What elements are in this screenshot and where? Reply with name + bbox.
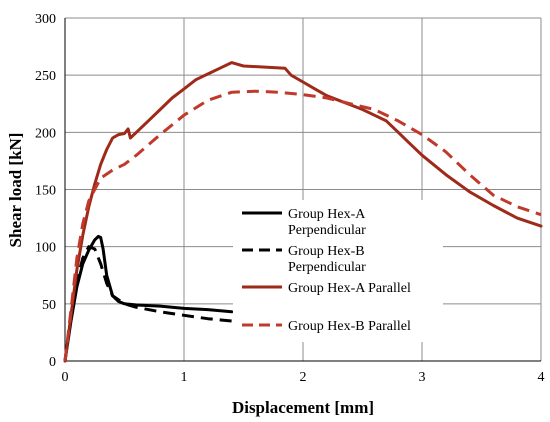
y-tick-label: 50 <box>42 298 56 313</box>
y-axis-title: Shear load [kN] <box>6 133 25 248</box>
y-tick-label: 200 <box>35 126 56 141</box>
y-tick-label: 150 <box>35 184 56 199</box>
legend-background <box>233 200 443 342</box>
x-tick-label: 0 <box>62 370 69 385</box>
x-axis-title: Displacement [mm] <box>232 398 374 417</box>
x-tick-label: 4 <box>538 370 545 385</box>
y-tick-label: 300 <box>35 12 56 27</box>
x-tick-label: 2 <box>300 370 307 385</box>
legend-label: Group Hex-B <box>288 244 365 259</box>
y-tick-label: 100 <box>35 241 56 256</box>
series-line-group-hex-a-perpendicular <box>63 234 234 363</box>
y-tick-label: 250 <box>35 69 56 84</box>
legend-label: Group Hex-A Parallel <box>288 281 411 296</box>
legend-label: Group Hex-B Parallel <box>288 319 411 334</box>
plot-frame <box>64 18 541 362</box>
series-line-group-hex-a-parallel <box>63 61 543 363</box>
series-line-group-hex-b-perpendicular <box>63 245 232 362</box>
legend-label: Group Hex-A <box>288 207 366 222</box>
x-tick-label: 1 <box>181 370 188 385</box>
legend-label: Perpendicular <box>288 223 366 238</box>
x-tick-label: 3 <box>419 370 426 385</box>
series-layer <box>63 61 543 363</box>
tick-labels: 0 1 2 3 4 0 50 100 150 200 250 300 <box>35 12 545 385</box>
y-tick-label: 0 <box>49 355 56 370</box>
legend-label: Perpendicular <box>288 260 366 275</box>
